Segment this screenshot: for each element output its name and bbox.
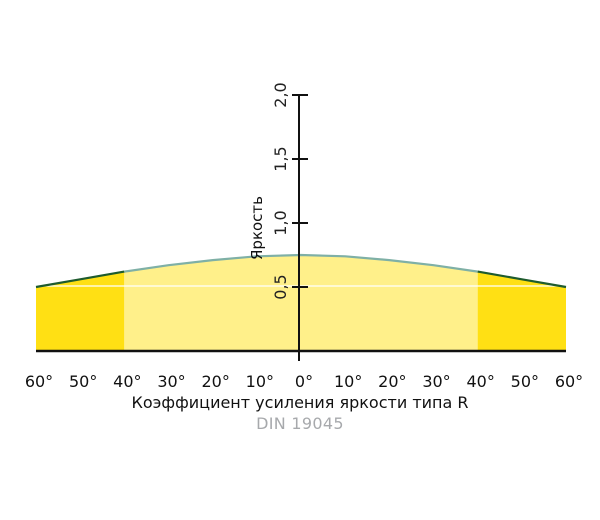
brightness-chart: 0,5 1,0 1,5 2,0 Яркость 60° 50° 40° 30° 20° 10° 0… [25, 82, 583, 390]
x-tick-label: 10° [246, 372, 274, 390]
x-tick-label: 60° [555, 372, 583, 390]
x-tick-label: 30° [422, 372, 450, 390]
x-tick-labels: 60° 50° 40° 30° 20° 10° 0° 10° 20° 30° 40° 50° 60° [25, 372, 583, 390]
x-tick-label: 30° [157, 372, 185, 390]
x-tick-label: 60° [25, 372, 53, 390]
y-tick-label: 1,0 [271, 210, 290, 235]
curve-segment-1 [35, 270, 125, 289]
curve-segment-2 [124, 253, 478, 273]
y-ticks: 0,5 1,0 1,5 2,0 [271, 82, 308, 300]
x-axis-title: Коэффициент усиления яркости типа R [131, 393, 469, 412]
x-tick-label: 50° [69, 372, 97, 390]
curve-segment-3 [477, 270, 567, 289]
standard-label: DIN 19045 [256, 414, 344, 433]
area-region-2 [124, 255, 478, 351]
x-tick-label: 40° [466, 372, 494, 390]
x-tick-label: 10° [334, 372, 362, 390]
y-tick-label: 2,0 [271, 82, 290, 107]
area-region-3 [477, 271, 566, 351]
x-tick-label: 40° [113, 372, 141, 390]
x-tick-label: 50° [511, 372, 539, 390]
y-tick-label: 0,5 [271, 274, 290, 299]
x-tick-label: 0° [295, 372, 313, 390]
y-axis-label: Яркость [248, 196, 266, 260]
x-tick-label: 20° [201, 372, 229, 390]
chart-outlines [35, 253, 567, 289]
x-tick-label: 20° [378, 372, 406, 390]
y-tick-label: 1,5 [271, 146, 290, 171]
chart-areas [36, 255, 566, 351]
area-region-1 [36, 271, 125, 351]
